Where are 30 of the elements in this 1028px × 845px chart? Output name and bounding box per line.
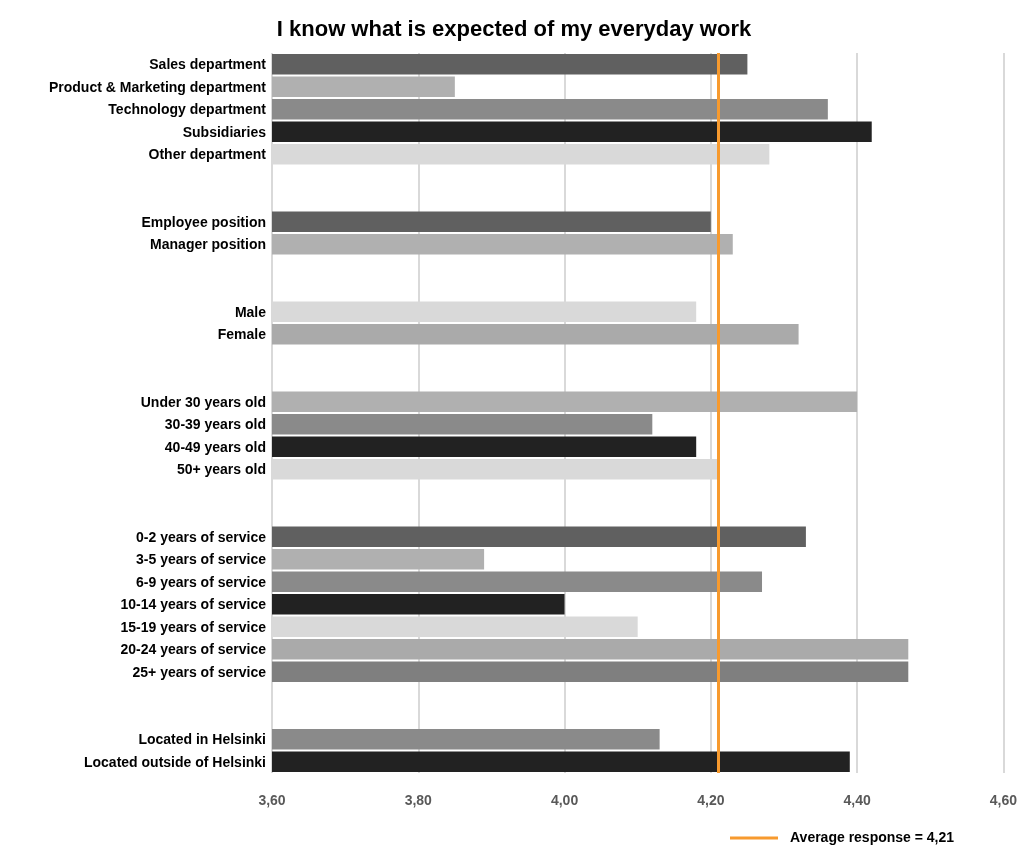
y-tick-label: Subsidiaries — [182, 123, 267, 140]
y-tick-label: Other department — [148, 146, 267, 163]
x-tick-label: 3,80 — [404, 792, 433, 808]
y-tick-label: Under 30 years old — [140, 393, 266, 410]
y-tick-label: Manager position — [150, 236, 266, 253]
chart-title: I know what is expected of my everyday work — [276, 15, 752, 41]
y-tick-label: Female — [217, 326, 267, 343]
y-tick-label: Product & Marketing department — [48, 78, 267, 95]
y-tick-label: Technology department — [108, 101, 267, 118]
y-tick-label: 50+ years old — [176, 461, 266, 478]
y-tick-label: Employee position — [141, 213, 266, 230]
y-tick-label: 30-39 years old — [164, 416, 266, 433]
y-tick-label: 25+ years of service — [132, 663, 267, 680]
legend-label: Average response = 4,21 — [790, 829, 955, 845]
y-tick-label: 20-24 years of service — [120, 641, 267, 658]
y-tick-label: 3-5 years of service — [136, 551, 267, 568]
x-tick-label: 3,60 — [258, 792, 286, 808]
y-tick-label: 6-9 years of service — [136, 573, 267, 590]
y-tick-label: Sales department — [149, 56, 267, 73]
y-tick-label: 10-14 years of service — [120, 596, 267, 613]
x-tick-label: 4,00 — [550, 792, 579, 808]
y-tick-label: 15-19 years of service — [120, 618, 267, 635]
y-tick-label: 40-49 years old — [164, 438, 266, 455]
y-tick-label: Located in Helsinki — [138, 731, 266, 748]
y-tick-label: Male — [234, 303, 267, 320]
y-tick-label: 0-2 years of service — [136, 528, 267, 545]
y-tick-label: Located outside of Helsinki — [83, 753, 266, 770]
x-tick-label: 4,40 — [843, 792, 871, 808]
x-tick-label: 4,60 — [989, 792, 1018, 808]
x-tick-label: 4,20 — [697, 792, 725, 808]
